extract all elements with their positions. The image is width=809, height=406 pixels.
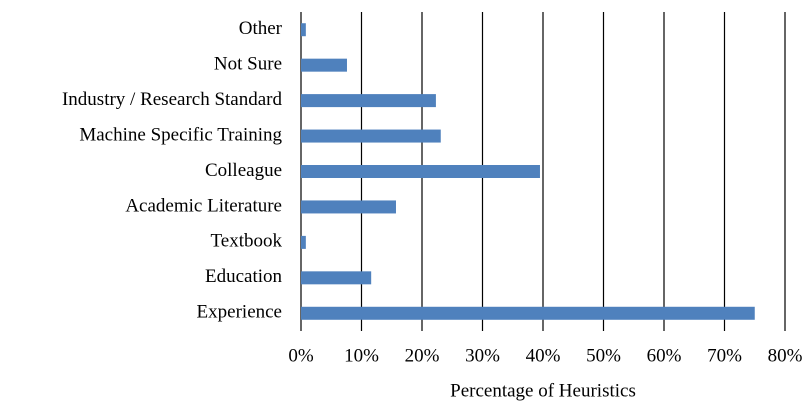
bar — [301, 235, 306, 249]
bar — [301, 165, 540, 178]
y-tick-label: Education — [205, 266, 283, 287]
bar — [301, 23, 306, 37]
x-axis-title: Percentage of Heuristics — [450, 380, 636, 401]
x-tick-label: 40% — [526, 345, 561, 366]
y-tick-label: Colleague — [205, 160, 282, 181]
y-tick-label: Experience — [197, 302, 282, 323]
bar — [301, 200, 396, 214]
x-tick-label: 10% — [344, 345, 379, 366]
y-tick-label: Industry / Research Standard — [62, 89, 283, 110]
x-tick-label: 80% — [768, 345, 803, 366]
bar — [301, 94, 436, 108]
x-tick-label: 60% — [647, 345, 682, 366]
y-tick-label: Other — [239, 18, 283, 39]
x-tick-label: 30% — [465, 345, 500, 366]
x-tick-label: 20% — [405, 345, 440, 366]
x-tick-label: 70% — [707, 345, 742, 366]
y-tick-label: Machine Specific Training — [79, 124, 282, 145]
y-tick-label: Academic Literature — [125, 195, 282, 216]
bar — [301, 271, 372, 285]
y-tick-label: Textbook — [211, 231, 283, 252]
x-tick-label: 0% — [288, 345, 314, 366]
bar — [301, 306, 755, 320]
x-tick-label: 50% — [586, 345, 621, 366]
y-tick-label: Not Sure — [214, 54, 282, 75]
bar — [301, 129, 441, 143]
bar — [301, 58, 347, 72]
